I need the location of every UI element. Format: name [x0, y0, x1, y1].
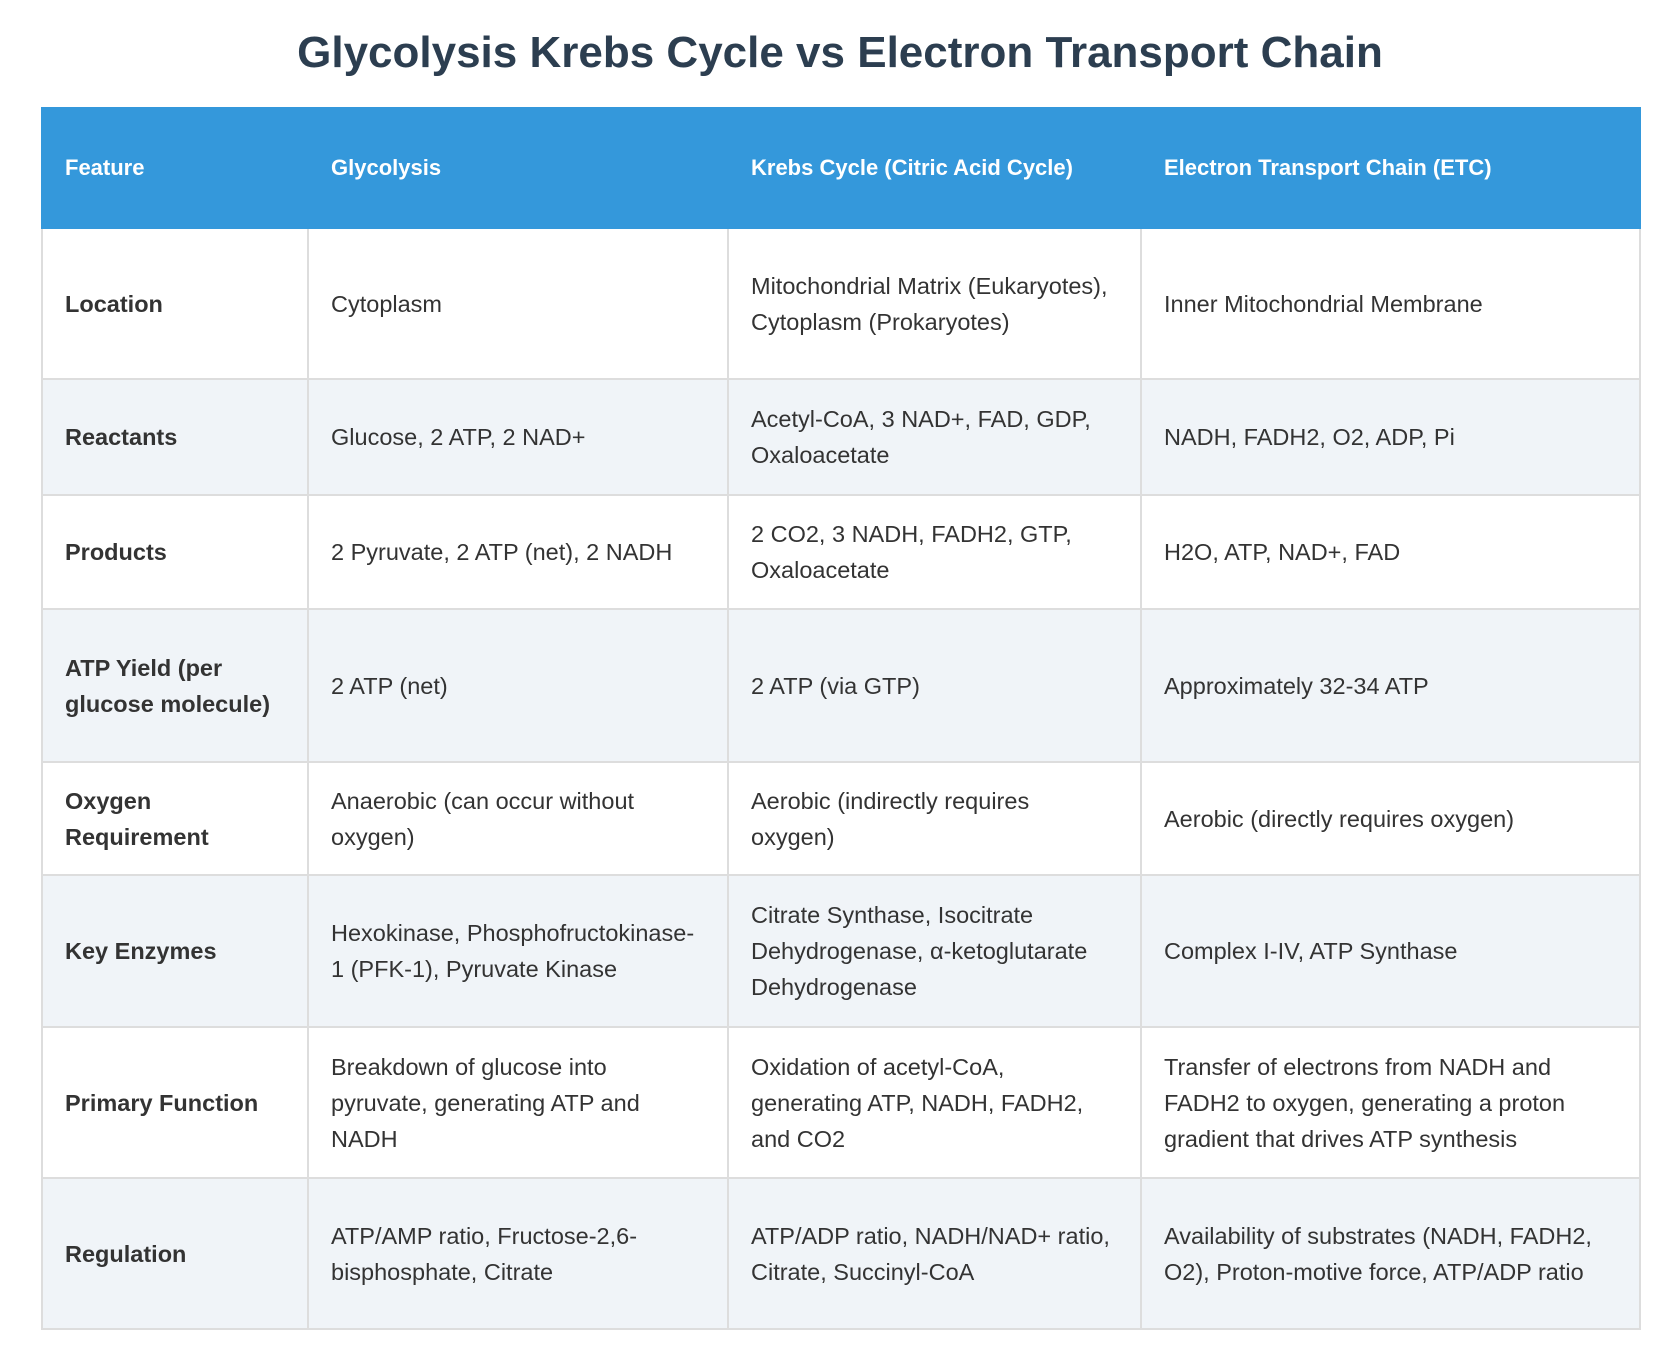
table-cell: Acetyl-CoA, 3 NAD+, FAD, GDP, Oxaloaceta…	[727, 378, 1142, 496]
table-row: ATP Yield (per glucose molecule) 2 ATP (n…	[41, 608, 1641, 763]
header-cell: Electron Transport Chain (ETC)	[1140, 107, 1641, 229]
table-cell: Aerobic (directly requires oxygen)	[1140, 761, 1641, 876]
table-cell: Approximately 32-34 ATP	[1140, 608, 1641, 763]
feature-cell: Products	[41, 494, 309, 610]
table-cell: ATP/ADP ratio, NADH/NAD+ ratio, Citrate,…	[727, 1177, 1142, 1330]
table-cell: Breakdown of glucose into pyruvate, gene…	[307, 1026, 729, 1179]
feature-cell: Primary Function	[41, 1026, 309, 1179]
table-cell: Cytoplasm	[307, 227, 729, 380]
table-cell: ATP/AMP ratio, Fructose-2,6-bisphosphate…	[307, 1177, 729, 1330]
table-head: Feature Glycolysis Krebs Cycle (Citric Aci…	[41, 107, 1641, 229]
table-cell: Oxidation of acetyl-CoA, generating ATP,…	[727, 1026, 1142, 1179]
feature-cell: Oxygen Requirement	[41, 761, 309, 876]
table-cell: 2 Pyruvate, 2 ATP (net), 2 NADH	[307, 494, 729, 610]
table-cell: Aerobic (indirectly requires oxygen)	[727, 761, 1142, 876]
header-cell: Feature	[41, 107, 309, 229]
table-cell: 2 ATP (via GTP)	[727, 608, 1142, 763]
table-row: Reactants Glucose, 2 ATP, 2 NAD+ Acetyl-Co…	[41, 378, 1641, 496]
table-cell: 2 CO2, 3 NADH, FADH2, GTP, Oxaloacetate	[727, 494, 1142, 610]
header-row: Feature Glycolysis Krebs Cycle (Citric Aci…	[41, 107, 1641, 229]
feature-cell: Location	[41, 227, 309, 380]
table-cell: Glucose, 2 ATP, 2 NAD+	[307, 378, 729, 496]
table-row: Location Cytoplasm Mitochondrial Matrix (E…	[41, 227, 1641, 380]
table-row: Primary Function Breakdown of glucose int…	[41, 1026, 1641, 1179]
table-cell: Mitochondrial Matrix (Eukaryotes), Cytop…	[727, 227, 1142, 380]
header-cell: Glycolysis	[307, 107, 729, 229]
table-row: Products 2 Pyruvate, 2 ATP (net), 2 NADH 2…	[41, 494, 1641, 610]
feature-cell: Key Enzymes	[41, 874, 309, 1028]
table-row: Oxygen Requirement Anaerobic (can occur w…	[41, 761, 1641, 876]
feature-cell: Regulation	[41, 1177, 309, 1330]
feature-cell: Reactants	[41, 378, 309, 496]
header-cell: Krebs Cycle (Citric Acid Cycle)	[727, 107, 1142, 229]
table-cell: Inner Mitochondrial Membrane	[1140, 227, 1641, 380]
table-cell: Anaerobic (can occur without oxygen)	[307, 761, 729, 876]
table-cell: Transfer of electrons from NADH and FADH…	[1140, 1026, 1641, 1179]
feature-cell: ATP Yield (per glucose molecule)	[41, 608, 309, 763]
table-cell: Availability of substrates (NADH, FADH2,…	[1140, 1177, 1641, 1330]
table-body: Location Cytoplasm Mitochondrial Matrix (E…	[41, 227, 1641, 1330]
table-cell: H2O, ATP, NAD+, FAD	[1140, 494, 1641, 610]
table-row: Key Enzymes Hexokinase, Phosphofructokina…	[41, 874, 1641, 1028]
table-cell: 2 ATP (net)	[307, 608, 729, 763]
page-title: Glycolysis Krebs Cycle vs Electron Trans…	[297, 28, 1383, 77]
table-cell: Citrate Synthase, Isocitrate Dehydrogena…	[727, 874, 1142, 1028]
table-cell: NADH, FADH2, O2, ADP, Pi	[1140, 378, 1641, 496]
table-cell: Hexokinase, Phosphofructokinase-1 (PFK-1…	[307, 874, 729, 1028]
comparison-table: Feature Glycolysis Krebs Cycle (Citric Aci…	[41, 107, 1641, 1330]
table-row: Regulation ATP/AMP ratio, Fructose-2,6-bi…	[41, 1177, 1641, 1330]
table-cell: Complex I-IV, ATP Synthase	[1140, 874, 1641, 1028]
